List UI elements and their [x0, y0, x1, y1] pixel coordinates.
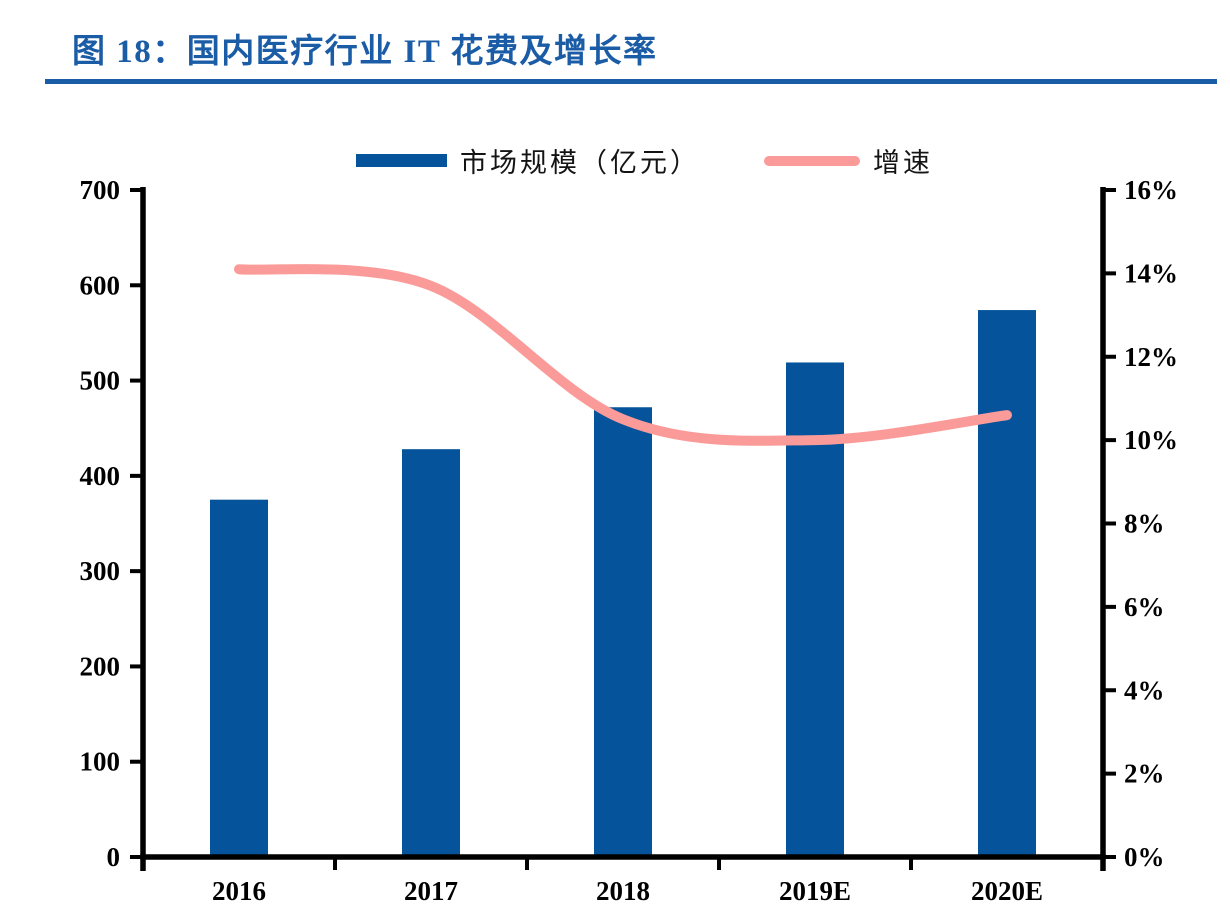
legend-label-growth: 增速 [873, 148, 933, 178]
y-left-label-0: 0 [107, 842, 121, 872]
figure-title: 图 18：国内医疗行业 IT 花费及增长率 [72, 34, 658, 70]
y-right-label-0%: 0% [1124, 842, 1165, 872]
y-left-label-400: 400 [80, 461, 121, 491]
bar-2020E [978, 310, 1036, 857]
y-right-label-8%: 8% [1124, 509, 1165, 539]
x-label-2016: 2016 [212, 876, 266, 906]
x-label-2020E: 2020E [971, 876, 1043, 906]
y-right-label-12%: 12% [1124, 342, 1178, 372]
y-left-label-500: 500 [80, 366, 121, 396]
y-left-label-300: 300 [80, 556, 121, 586]
x-label-2017: 2017 [404, 876, 458, 906]
x-label-2018: 2018 [596, 876, 650, 906]
bar-2018 [594, 407, 652, 857]
x-label-2019E: 2019E [779, 876, 851, 906]
growth-line [234, 264, 1012, 446]
legend-label-market-size: 市场规模（亿元） [460, 148, 700, 178]
bar-2017 [402, 449, 460, 857]
title-underline [45, 79, 1217, 84]
y-left-label-600: 600 [80, 270, 121, 300]
y-left-label-200: 200 [80, 651, 121, 681]
bar-series-swatch [356, 154, 447, 167]
y-right-label-14%: 14% [1124, 258, 1178, 288]
bar-2016 [210, 499, 268, 857]
legend-item-market-size: 市场规模（亿元） [356, 141, 700, 180]
y-right-label-10%: 10% [1124, 425, 1178, 455]
y-right-label-6%: 6% [1124, 592, 1165, 622]
y-right-label-2%: 2% [1124, 759, 1165, 789]
y-left-label-700: 700 [80, 175, 121, 205]
y-right-label-4%: 4% [1124, 675, 1165, 705]
y-right-label-16%: 16% [1124, 175, 1178, 205]
legend-item-growth: 增速 [764, 141, 933, 180]
y-left-label-100: 100 [80, 747, 121, 777]
line-series-swatch [764, 155, 860, 166]
